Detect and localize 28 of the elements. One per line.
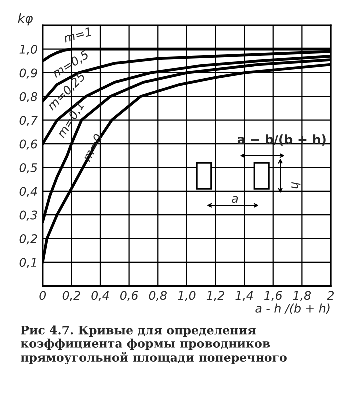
x-tick-label: 0,2 [62, 291, 80, 302]
y-tick-label: 0,7 [20, 116, 38, 126]
y-tick-label: 0,5 [20, 163, 38, 174]
y-tick-label: 0,4 [20, 187, 38, 198]
x-tick-label: 2 [327, 291, 334, 300]
x-tick-label: 1,0 [178, 291, 196, 302]
y-axis-title: kφ [18, 14, 33, 26]
annotation: a [232, 196, 238, 204]
y-tick-label: 0,6 [20, 140, 38, 150]
x-tick-label: 1,4 [236, 291, 254, 302]
y-tick-label: 0,2 [20, 234, 38, 245]
x-tick-label: 0,6 [120, 291, 138, 302]
x-axis-title: a - h /(b + h) [256, 304, 330, 314]
x-tick-label: 1,2 [206, 291, 224, 302]
x-tick-label: 0,4 [92, 291, 110, 302]
annotation: h [292, 182, 301, 189]
y-tick-label: 0,1 [20, 258, 36, 268]
x-tick-label: 0 [40, 291, 46, 300]
y-tick-label: 1,0 [20, 45, 38, 56]
y-tick-label: 0,9 [20, 68, 38, 79]
y-tick-label: 0,8 [20, 92, 38, 103]
x-tick-label: 1,6 [264, 291, 282, 302]
y-tick-label: 0,3 [20, 210, 38, 221]
x-tick-label: 1,8 [293, 291, 312, 302]
text: Рис 4.7. Кривые для определения коэффициента формы проводников прямоугольной площади поперечного [20, 326, 287, 364]
annotation: m=0 [82, 133, 104, 162]
x-tick-label: 0,8 [149, 291, 167, 302]
annotation: m=1 [63, 27, 92, 43]
